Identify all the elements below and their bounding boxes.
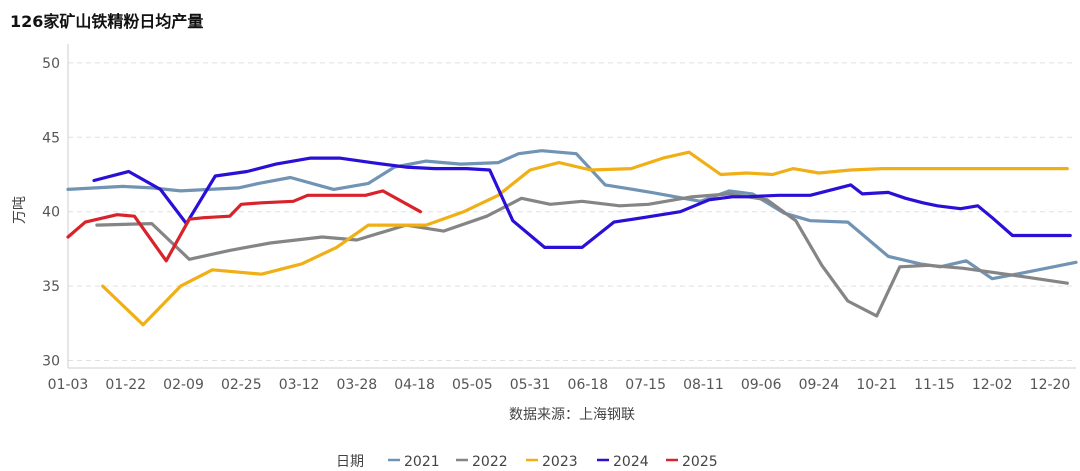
series-line-2021	[66, 149, 1078, 281]
x-axis-title: 数据来源：上海钢联	[509, 407, 635, 423]
axes	[67, 44, 1076, 369]
x-tick-label: 03-12	[279, 377, 320, 393]
y-tick-label: 35	[42, 279, 60, 295]
x-tick-label: 09-06	[741, 377, 782, 393]
series-line-2024	[92, 156, 1072, 249]
y-tick-label: 45	[42, 130, 60, 146]
y-tick-label: 40	[42, 205, 60, 221]
x-tick-label: 08-11	[683, 377, 724, 393]
x-tick-label: 12-02	[972, 377, 1013, 393]
series-line-2022	[95, 192, 1069, 318]
y-tick-label: 30	[42, 354, 60, 370]
x-tick-label: 06-18	[568, 377, 609, 393]
series-lines	[66, 149, 1078, 327]
x-tick-label: 09-24	[799, 377, 840, 393]
legend-label-2022: 2022	[472, 454, 508, 470]
x-tick-label: 04-18	[394, 377, 435, 393]
x-tick-label: 01-22	[105, 377, 146, 393]
tick-labels: 30 35 40 45 50 01-03 01-22 02-09 02-25 03-12 03-28…	[42, 56, 1070, 393]
y-axis-title: 万吨	[12, 196, 28, 224]
x-tick-label: 02-25	[221, 377, 262, 393]
x-tick-label: 11-15	[914, 377, 955, 393]
x-tick-label: 02-09	[163, 377, 204, 393]
x-tick-label: 10-21	[856, 377, 897, 393]
x-tick-label: 05-31	[510, 377, 551, 393]
x-tick-label: 03-28	[336, 377, 377, 393]
legend-label-2025: 2025	[682, 454, 718, 470]
x-tick-label: 05-05	[452, 377, 493, 393]
series-line-2025	[66, 189, 422, 263]
legend-title: 日期	[336, 454, 364, 470]
legend-label-2021: 2021	[404, 454, 440, 470]
chart-title: 126家矿山铁精粉日均产量	[10, 12, 204, 31]
series-line-2023	[101, 150, 1069, 327]
x-tick-label: 12-20	[1030, 377, 1071, 393]
x-tick-label: 01-03	[48, 377, 89, 393]
legend: 日期 2021 2022 2023 2024 2025	[336, 454, 718, 470]
x-tick-label: 07-15	[625, 377, 666, 393]
gridlines	[68, 62, 1076, 362]
legend-label-2024: 2024	[613, 454, 649, 470]
y-tick-label: 50	[42, 56, 60, 72]
legend-label-2023: 2023	[542, 454, 578, 470]
